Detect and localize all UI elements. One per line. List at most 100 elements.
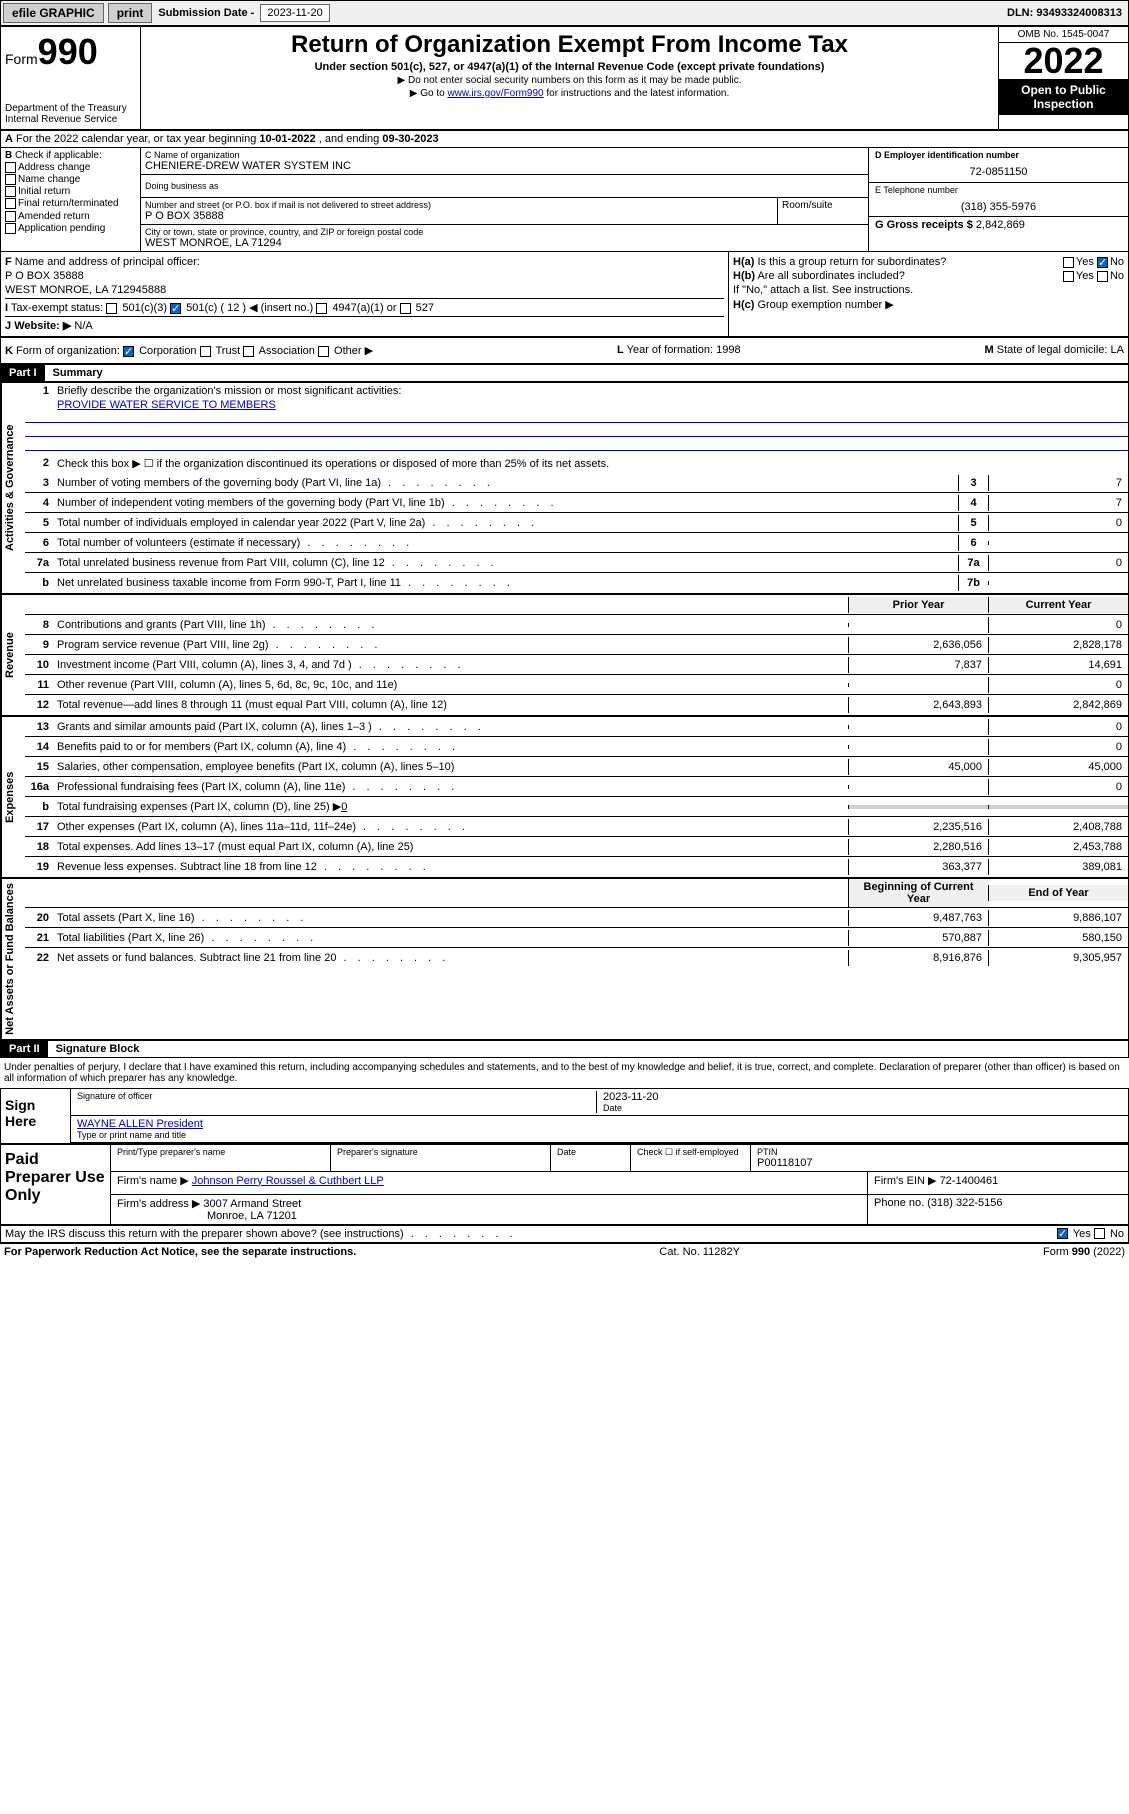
- city-field: City or town, state or province, country…: [141, 225, 868, 251]
- section-governance: Activities & Governance 1Briefly describ…: [0, 382, 1129, 594]
- vlabel-governance: Activities & Governance: [1, 383, 25, 593]
- form-title: Return of Organization Exempt From Incom…: [145, 31, 994, 59]
- part1-title: Summary: [45, 365, 111, 381]
- part2-bar: Part II Signature Block: [0, 1040, 1129, 1058]
- street-field: Number and street (or P.O. box if mail i…: [141, 198, 778, 225]
- form-footer: Form 990 (2022): [1043, 1246, 1125, 1258]
- tax-year: 2022: [999, 43, 1128, 79]
- line20-desc: Total assets (Part X, line 16): [53, 910, 848, 926]
- print-button[interactable]: print: [108, 3, 153, 23]
- c19: 389,081: [988, 859, 1128, 875]
- beginning-hdr: Beginning of Current Year: [848, 879, 988, 907]
- mission-text[interactable]: PROVIDE WATER SERVICE TO MEMBERS: [57, 399, 276, 411]
- discuss-no[interactable]: [1094, 1228, 1105, 1239]
- c16a: 0: [988, 779, 1128, 795]
- paid-preparer-label: Paid Preparer Use Only: [1, 1145, 111, 1224]
- p22: 8,916,876: [848, 950, 988, 966]
- officer-name[interactable]: WAYNE ALLEN President: [77, 1118, 203, 1130]
- cb-527[interactable]: [400, 303, 411, 314]
- firm-addr2: Monroe, LA 71201: [207, 1210, 297, 1222]
- line3-desc: Number of voting members of the governin…: [53, 475, 958, 491]
- p14: [848, 745, 988, 749]
- cb-4947[interactable]: [316, 303, 327, 314]
- ha-yes[interactable]: [1063, 257, 1074, 268]
- c21: 580,150: [988, 930, 1128, 946]
- irs-label: Internal Revenue Service: [5, 114, 136, 125]
- ssn-note: ▶ Do not enter social security numbers o…: [145, 75, 994, 86]
- p20: 9,487,763: [848, 910, 988, 926]
- hb-no[interactable]: [1097, 271, 1108, 282]
- cb-501c3[interactable]: [106, 303, 117, 314]
- p10: 7,837: [848, 657, 988, 673]
- val-7b: [988, 581, 1128, 585]
- line22-desc: Net assets or fund balances. Subtract li…: [53, 950, 848, 966]
- line6-desc: Total number of volunteers (estimate if …: [53, 535, 958, 551]
- cb-501c[interactable]: [170, 303, 181, 314]
- ein-field: D Employer identification number 72-0851…: [869, 148, 1128, 183]
- submission-date-label: Submission Date -: [154, 7, 258, 19]
- cb-initial-return[interactable]: Initial return: [5, 186, 136, 197]
- c14: 0: [988, 739, 1128, 755]
- cb-name-change[interactable]: Name change: [5, 174, 136, 185]
- line16a-desc: Professional fundraising fees (Part IX, …: [53, 779, 848, 795]
- block-bcd: B Check if applicable: Address change Na…: [0, 148, 1129, 251]
- c9: 2,828,178: [988, 637, 1128, 653]
- efile-graphic-button[interactable]: efile GRAPHIC: [3, 3, 104, 23]
- cb-application-pending[interactable]: Application pending: [5, 223, 136, 234]
- cat-number: Cat. No. 11282Y: [659, 1246, 740, 1258]
- line4-desc: Number of independent voting members of …: [53, 495, 958, 511]
- hb-yes[interactable]: [1063, 271, 1074, 282]
- cb-final-return[interactable]: Final return/terminated: [5, 198, 136, 209]
- section-revenue: Revenue Prior YearCurrent Year 8Contribu…: [0, 594, 1129, 716]
- paid-preparer-block: Paid Preparer Use Only Print/Type prepar…: [0, 1144, 1129, 1225]
- section-expenses: Expenses 13Grants and similar amounts pa…: [0, 716, 1129, 878]
- line14-desc: Benefits paid to or for members (Part IX…: [53, 739, 848, 755]
- vlabel-expenses: Expenses: [1, 717, 25, 877]
- line10-desc: Investment income (Part VIII, column (A)…: [53, 657, 848, 673]
- discuss-yes[interactable]: [1057, 1228, 1068, 1239]
- goto-note: ▶ Go to www.irs.gov/Form990 for instruct…: [145, 88, 994, 99]
- cb-association[interactable]: [243, 346, 254, 357]
- form-number: Form990: [5, 31, 136, 73]
- cb-amended-return[interactable]: Amended return: [5, 211, 136, 222]
- prior-year-hdr: Prior Year: [848, 597, 988, 613]
- line7b-desc: Net unrelated business taxable income fr…: [53, 575, 958, 591]
- firm-name[interactable]: Johnson Perry Roussel & Cuthbert LLP: [192, 1175, 384, 1187]
- row-a-tax-year: A For the 2022 calendar year, or tax yea…: [0, 130, 1129, 148]
- c11: 0: [988, 677, 1128, 693]
- cb-trust[interactable]: [200, 346, 211, 357]
- cb-address-change[interactable]: Address change: [5, 162, 136, 173]
- self-employed-check[interactable]: Check ☐ if self-employed: [637, 1147, 744, 1158]
- ha-no[interactable]: [1097, 257, 1108, 268]
- c8: 0: [988, 617, 1128, 633]
- line16b-desc: Total fundraising expenses (Part IX, col…: [53, 798, 848, 815]
- pra-notice: For Paperwork Reduction Act Notice, see …: [4, 1246, 356, 1258]
- cb-corporation[interactable]: [123, 346, 134, 357]
- col-b-checkboxes: B Check if applicable: Address change Na…: [1, 148, 141, 251]
- page-footer: For Paperwork Reduction Act Notice, see …: [0, 1243, 1129, 1260]
- officer-addr1: P O BOX 35888: [5, 270, 724, 282]
- firm-phone: (318) 322-5156: [927, 1197, 1002, 1209]
- part1-header: Part I: [1, 365, 45, 381]
- sign-here-block: Sign Here Signature of officer 2023-11-2…: [0, 1088, 1129, 1144]
- p18: 2,280,516: [848, 839, 988, 855]
- c22: 9,305,957: [988, 950, 1128, 966]
- line17-desc: Other expenses (Part IX, column (A), lin…: [53, 819, 848, 835]
- end-hdr: End of Year: [988, 885, 1128, 901]
- may-irs-discuss: May the IRS discuss this return with the…: [0, 1225, 1129, 1243]
- top-toolbar: efile GRAPHIC print Submission Date - 20…: [0, 0, 1129, 26]
- officer-addr2: WEST MONROE, LA 712945888: [5, 284, 724, 296]
- p12: 2,643,893: [848, 697, 988, 713]
- form990-link[interactable]: www.irs.gov/Form990: [447, 88, 543, 99]
- phone-field: E Telephone number (318) 355-5976: [869, 183, 1128, 218]
- gross-receipts-field: G Gross receipts $ 2,842,869: [869, 217, 1128, 251]
- dba-field: Doing business as: [141, 175, 868, 198]
- form-subtitle: Under section 501(c), 527, or 4947(a)(1)…: [145, 61, 994, 73]
- val-6: [988, 541, 1128, 545]
- sign-date: 2023-11-20: [603, 1091, 1122, 1103]
- cb-other[interactable]: [318, 346, 329, 357]
- part2-title: Signature Block: [48, 1041, 148, 1057]
- c13: 0: [988, 719, 1128, 735]
- line7a-desc: Total unrelated business revenue from Pa…: [53, 555, 958, 571]
- p19: 363,377: [848, 859, 988, 875]
